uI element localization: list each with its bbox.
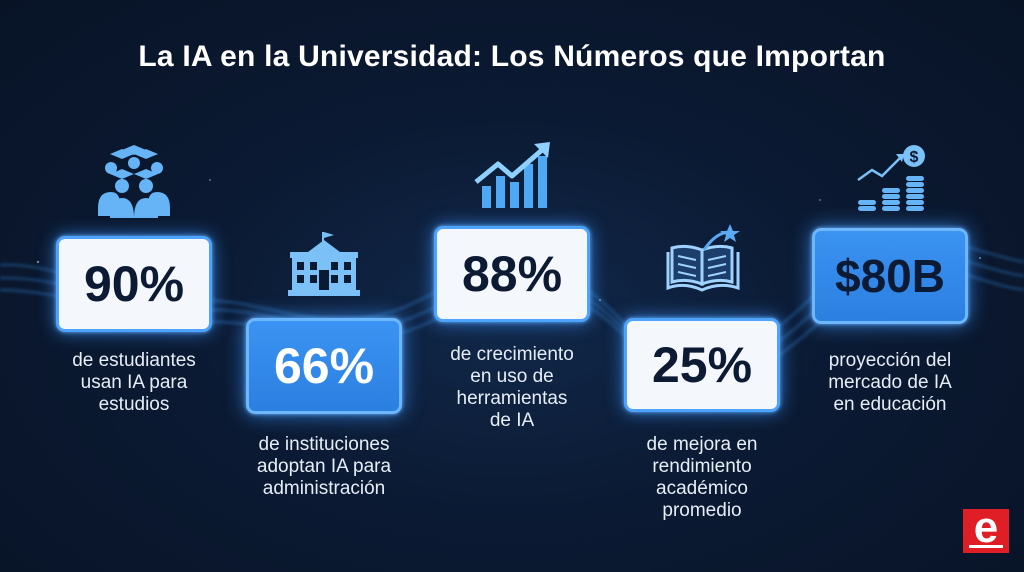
page-title: La IA en la Universidad: Los Números que… (138, 40, 886, 73)
money-growth-icon: $ (857, 145, 925, 211)
stat-value: $80B (835, 250, 945, 302)
stat-description: de mejora en rendimiento académico prome… (646, 434, 758, 521)
stat-description: de instituciones adoptan IA para adminis… (256, 434, 392, 499)
university-building-icon (288, 232, 360, 296)
stat-value: 66% (273, 338, 375, 394)
growth-chart-icon (474, 142, 550, 208)
book-star-icon (666, 224, 740, 292)
stat-description: de crecimiento en uso de herramientas de… (450, 344, 574, 431)
stat-box-90: 90% (56, 236, 212, 332)
svg-text:$: $ (910, 149, 919, 166)
graduates-icon (98, 145, 170, 218)
stat-description: proyección del mercado de IA en educació… (828, 350, 952, 415)
stat-value: 88% (461, 246, 563, 302)
stat-box-66: 66% (246, 318, 402, 414)
stat-box-25: 25% (624, 318, 780, 412)
stat-value: 90% (83, 256, 185, 312)
stat-value: 25% (651, 337, 753, 393)
stat-description: de estudiantes usan IA para estudios (72, 350, 196, 415)
brand-logo: e (963, 506, 1009, 553)
stat-box-88: 88% (434, 226, 590, 322)
stat-box-80b: $80B (812, 228, 968, 324)
